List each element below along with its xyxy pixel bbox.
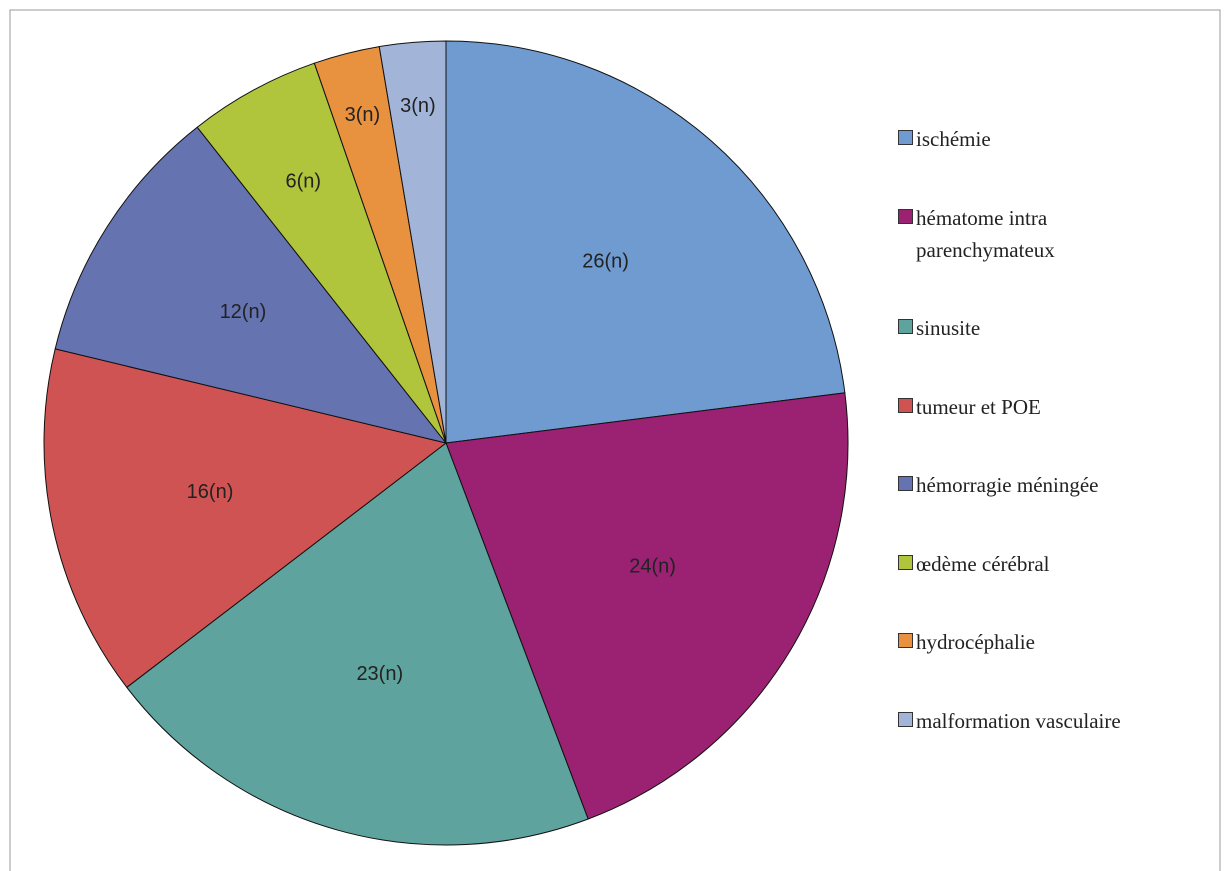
legend-label: ischémie [916,127,991,152]
legend-swatch [898,711,913,727]
legend-item: hémorragie méningée [898,469,1186,501]
data-label: 3(n) [345,104,381,126]
pie-slice [54,126,448,444]
legend-item: hématome intra parenchymateux [898,202,1186,266]
pie-slice [126,442,589,846]
legend-label: œdème cérébral [916,551,1050,576]
pie-slice [43,348,448,689]
data-label: 12(n) [220,301,267,323]
pie-slice [445,40,846,444]
legend-swatch [898,319,913,335]
legend-item: sinusite [898,312,1186,344]
legend-swatch [898,554,913,570]
legend-item: œdème cérébral [898,548,1186,580]
legend-label: hématome intra parenchymateux [916,205,1055,262]
pie-slice [445,392,849,820]
legend-swatch [898,397,913,413]
legend-swatch [898,633,913,649]
legend-swatch [898,476,913,492]
legend-label: tumeur et POE [916,394,1041,419]
data-label: 24(n) [629,556,676,578]
legend: ischémie hématome intra parenchymateux sin… [898,100,1186,760]
data-label: 26(n) [582,250,629,272]
legend-label: malformation vasculaire [916,708,1121,733]
data-label: 23(n) [356,663,403,685]
pie-slice [196,62,447,444]
legend-item: malformation vasculaire [898,705,1186,737]
data-label: 6(n) [285,170,321,192]
data-label: 3(n) [400,95,436,117]
pie-slice [378,40,447,444]
legend-item: tumeur et POE [898,391,1186,423]
legend-label: hydrocéphalie [916,630,1035,655]
legend-label: sinusite [916,316,981,341]
data-label: 16(n) [187,481,234,503]
legend-item: hydrocéphalie [898,626,1186,658]
legend-label: hémorragie méningée [916,473,1099,498]
legend-swatch [898,208,913,224]
legend-swatch [898,130,913,146]
legend-item: ischémie [898,123,1186,155]
